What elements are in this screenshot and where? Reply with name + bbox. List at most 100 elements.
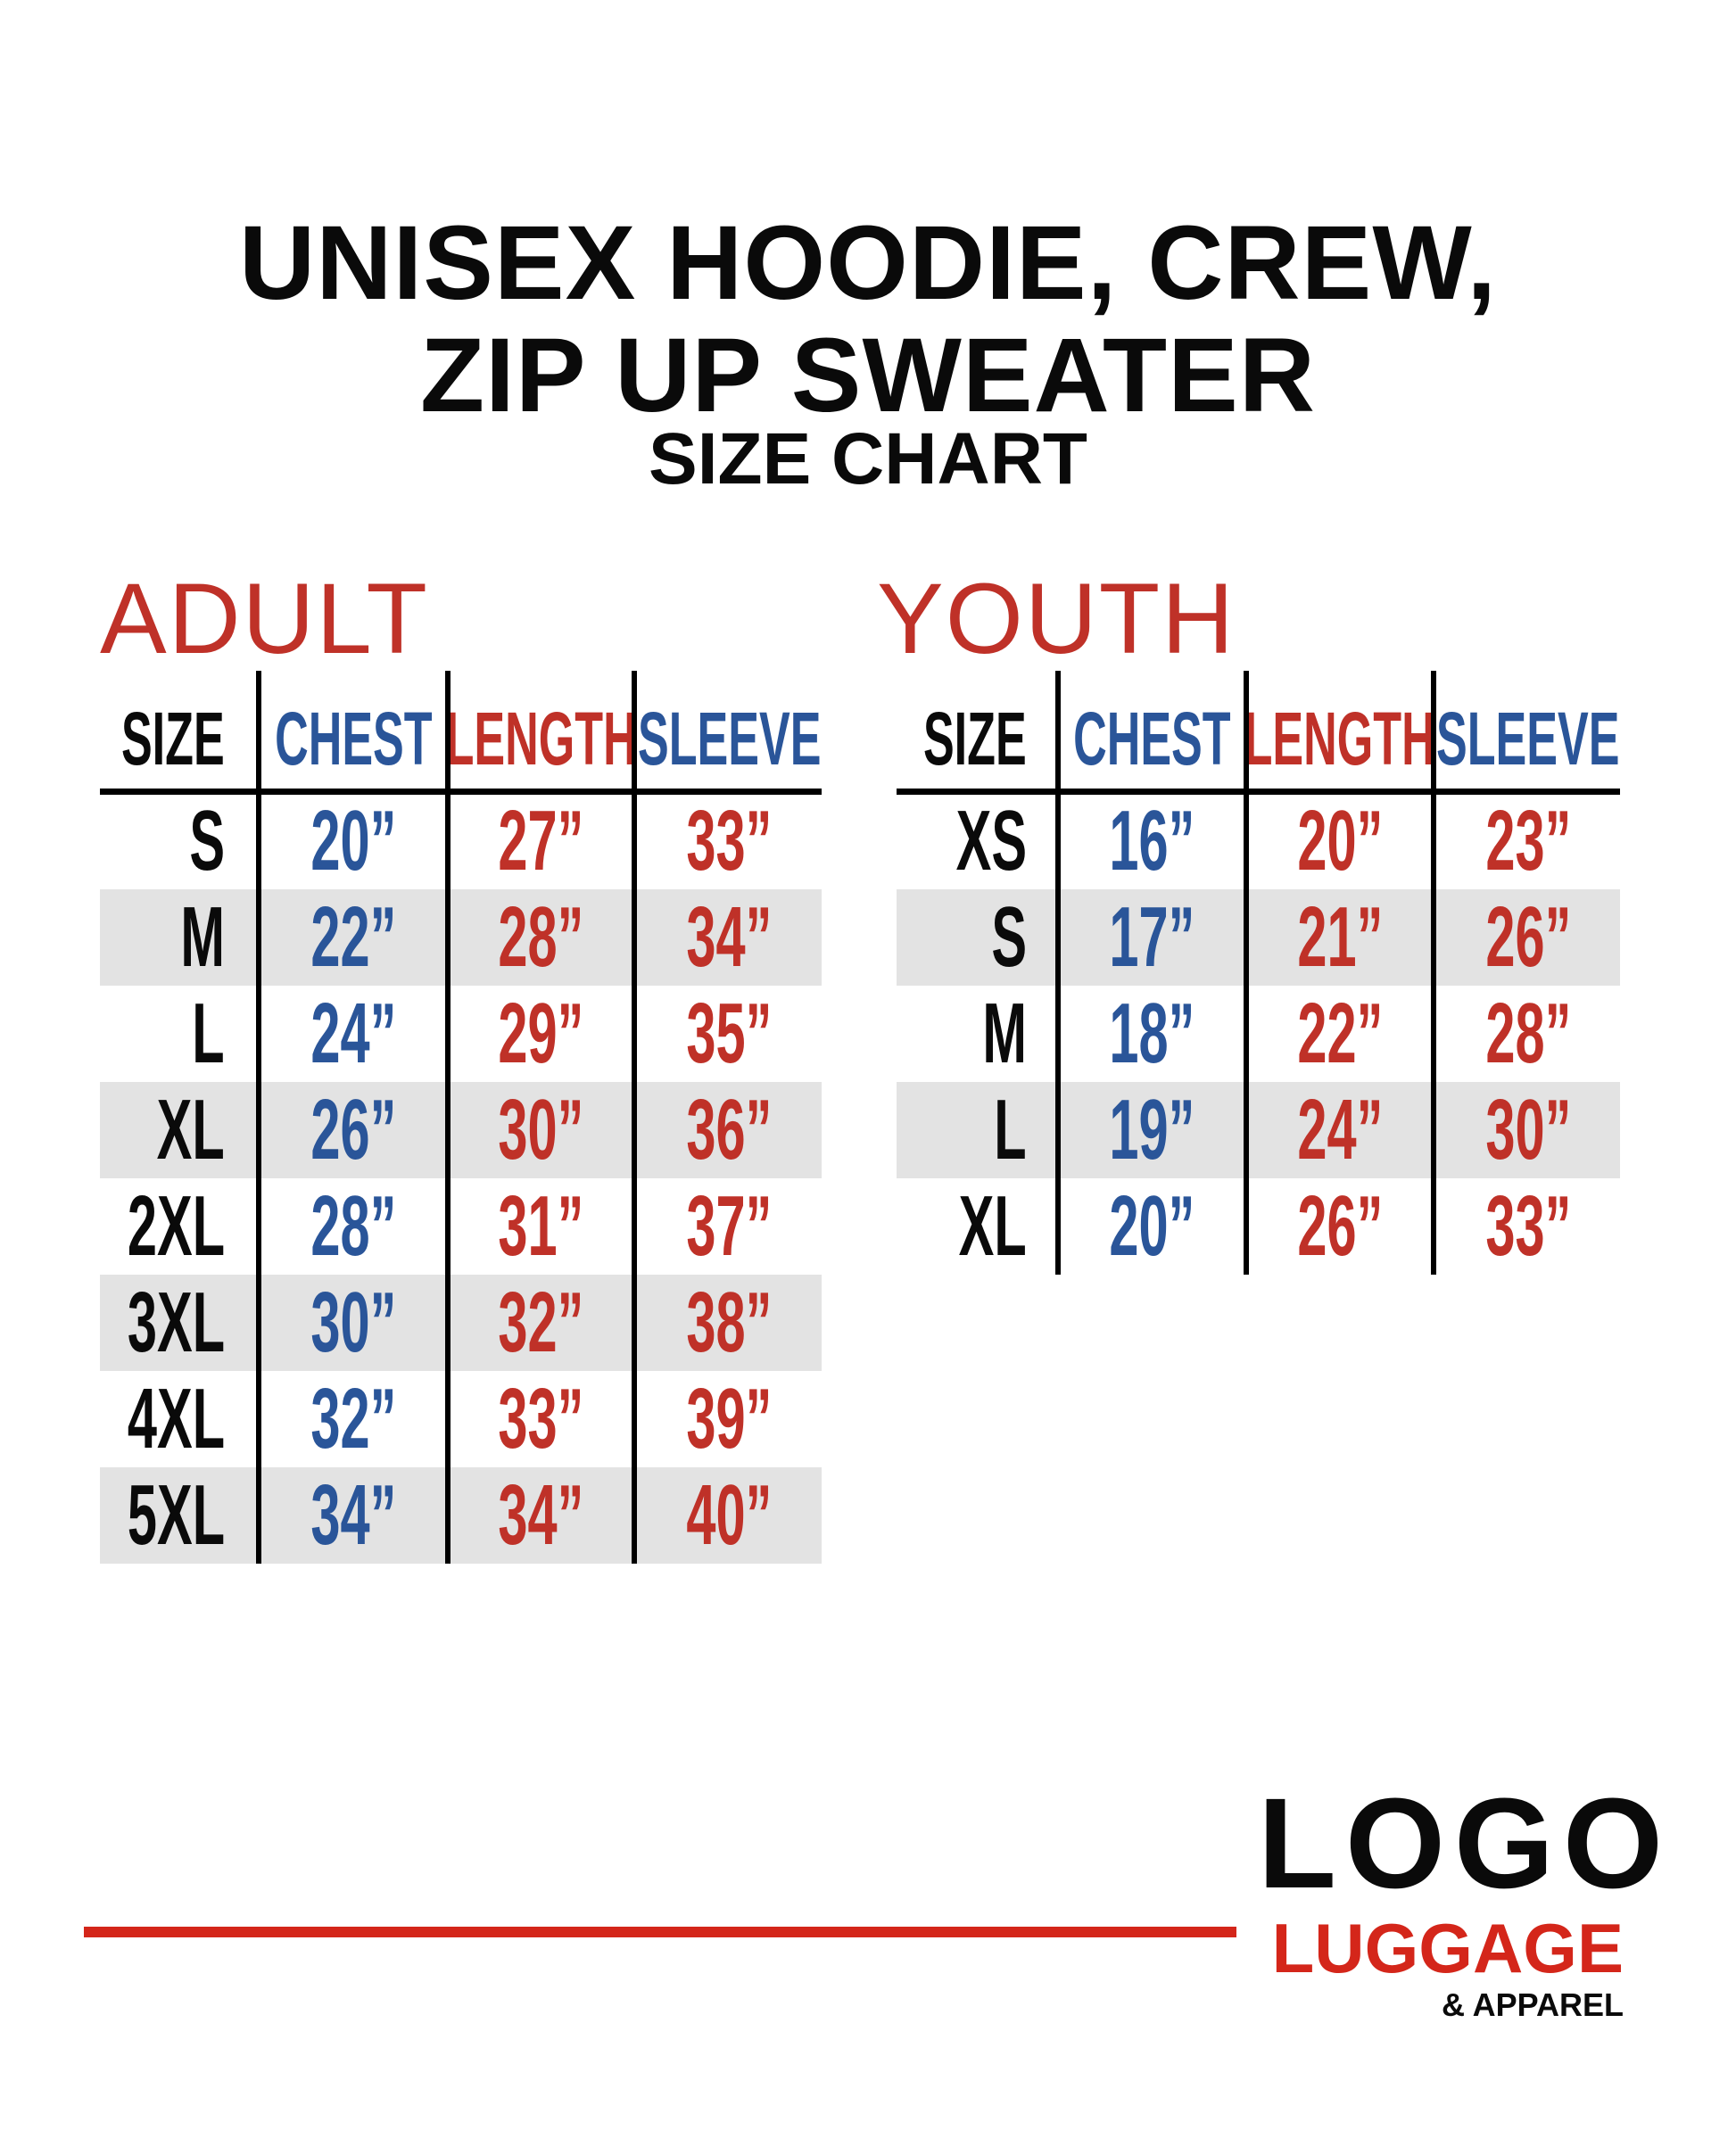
- cell-value: 23”: [1485, 793, 1571, 888]
- title-line-2: ZIP UP SWEATER: [419, 317, 1317, 434]
- size-cell: 4XL: [100, 1371, 225, 1467]
- size-cell: L: [897, 1082, 1027, 1178]
- brand-logo: LOGO LUGGAGE & APPAREL: [1258, 1780, 1663, 2024]
- cell-value: 20”: [1109, 1178, 1195, 1274]
- table-row: M 22” 28” 34”: [100, 889, 822, 986]
- length-cell: 30”: [451, 1082, 632, 1178]
- cell-value: S: [991, 889, 1027, 985]
- length-cell: 24”: [1249, 1082, 1431, 1178]
- column-header-sleeve: SLEEVE: [1436, 690, 1620, 787]
- cell-value: 32”: [498, 1275, 584, 1370]
- subtitle-size-chart: SIZE CHART: [649, 418, 1087, 500]
- size-cell: M: [897, 986, 1027, 1082]
- length-cell: 26”: [1249, 1178, 1431, 1275]
- cell-value: 26”: [1297, 1178, 1383, 1274]
- column-divider: [1244, 671, 1249, 1275]
- cell-value: 33”: [498, 1371, 584, 1466]
- column-divider: [1431, 671, 1436, 1275]
- sleeve-cell: 39”: [637, 1371, 822, 1467]
- length-cell: 20”: [1249, 793, 1431, 889]
- red-divider-line: [84, 1927, 1236, 1937]
- cell-value: 18”: [1109, 986, 1195, 1081]
- length-cell: 22”: [1249, 986, 1431, 1082]
- table-row: 2XL 28” 31” 37”: [100, 1178, 822, 1275]
- column-header-label: LENGTH: [445, 697, 637, 780]
- cell-value: 22”: [310, 889, 396, 985]
- logo-subtext: LUGGAGE: [1271, 1909, 1624, 1987]
- length-cell: 34”: [451, 1467, 632, 1564]
- cell-value: 5XL: [127, 1467, 225, 1563]
- column-header-length: LENGTH: [445, 690, 636, 787]
- cell-value: 24”: [1297, 1082, 1383, 1177]
- cell-value: 21”: [1297, 889, 1383, 985]
- sleeve-cell: 23”: [1436, 793, 1620, 889]
- cell-value: 33”: [686, 793, 773, 888]
- cell-value: L: [994, 1082, 1027, 1177]
- cell-value: 17”: [1109, 889, 1195, 985]
- cell-value: XL: [958, 1178, 1027, 1274]
- cell-value: M: [982, 986, 1027, 1081]
- sleeve-cell: 30”: [1436, 1082, 1620, 1178]
- cell-value: 40”: [686, 1467, 773, 1563]
- chest-cell: 22”: [261, 889, 445, 986]
- sleeve-cell: 28”: [1436, 986, 1620, 1082]
- table-row: XL 26” 30” 36”: [100, 1082, 822, 1178]
- sleeve-cell: 40”: [637, 1467, 822, 1564]
- cell-value: 28”: [1485, 986, 1571, 1081]
- cell-value: 16”: [1109, 793, 1195, 888]
- column-header-length: LENGTH: [1244, 690, 1435, 787]
- sleeve-cell: 26”: [1436, 889, 1620, 986]
- column-header-chest: CHEST: [261, 690, 445, 787]
- size-cell: 5XL: [100, 1467, 225, 1564]
- table-row: M 18” 22” 28”: [897, 986, 1620, 1082]
- header-row: SIZE CHEST LENGTH SLEEVE: [897, 690, 1620, 787]
- length-cell: 29”: [451, 986, 632, 1082]
- chest-cell: 19”: [1061, 1082, 1244, 1178]
- column-header-chest: CHEST: [1061, 690, 1244, 787]
- table-row: XL 20” 26” 33”: [897, 1178, 1620, 1275]
- cell-value: 30”: [498, 1082, 584, 1177]
- column-header-label: SLEEVE: [637, 697, 822, 780]
- table-row: S 17” 21” 26”: [897, 889, 1620, 986]
- chest-cell: 20”: [261, 793, 445, 889]
- sleeve-cell: 35”: [637, 986, 822, 1082]
- chest-cell: 16”: [1061, 793, 1244, 889]
- column-header-label: SLEEVE: [1436, 697, 1620, 780]
- cell-value: 35”: [686, 986, 773, 1081]
- sleeve-cell: 34”: [637, 889, 822, 986]
- column-divider: [632, 671, 637, 1564]
- cell-value: 27”: [498, 793, 584, 888]
- cell-value: 37”: [686, 1178, 773, 1274]
- table-row: 5XL 34” 34” 40”: [100, 1467, 822, 1564]
- cell-value: M: [180, 889, 225, 985]
- youth-heading: YOUTH: [877, 563, 1236, 674]
- header-divider: [897, 789, 1620, 795]
- cell-value: 28”: [310, 1178, 396, 1274]
- column-header-label: LENGTH: [1244, 697, 1436, 780]
- logo-subtext-2: & APPAREL: [1441, 1986, 1624, 2023]
- sleeve-cell: 37”: [637, 1178, 822, 1275]
- header-divider: [100, 789, 822, 795]
- sleeve-cell: 33”: [1436, 1178, 1620, 1275]
- table-row: S 20” 27” 33”: [100, 793, 822, 889]
- cell-value: 19”: [1109, 1082, 1195, 1177]
- chest-cell: 18”: [1061, 986, 1244, 1082]
- column-divider: [1055, 671, 1061, 1275]
- cell-value: 29”: [498, 986, 584, 1081]
- size-cell: XL: [100, 1082, 225, 1178]
- size-cell: L: [100, 986, 225, 1082]
- table-row: L 19” 24” 30”: [897, 1082, 1620, 1178]
- cell-value: 38”: [686, 1275, 773, 1370]
- chest-cell: 20”: [1061, 1178, 1244, 1275]
- table-row: 4XL 32” 33” 39”: [100, 1371, 822, 1467]
- youth-size-table: SIZE CHEST LENGTH SLEEVE XS 16” 20” 23” S 17” 21” 2…: [897, 671, 1620, 1277]
- size-cell: 3XL: [100, 1275, 225, 1371]
- cell-value: 34”: [310, 1467, 396, 1563]
- cell-value: 34”: [498, 1467, 584, 1563]
- chest-cell: 17”: [1061, 889, 1244, 986]
- chest-cell: 30”: [261, 1275, 445, 1371]
- cell-value: 31”: [498, 1178, 584, 1274]
- cell-value: 26”: [1485, 889, 1571, 985]
- column-header-size: SIZE: [897, 690, 1027, 787]
- column-divider: [445, 671, 451, 1564]
